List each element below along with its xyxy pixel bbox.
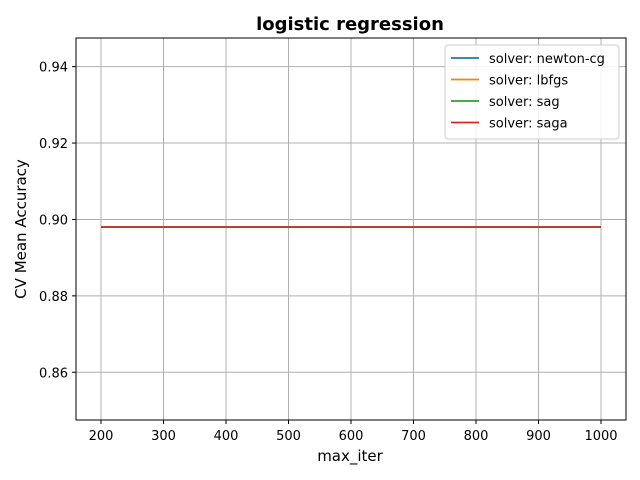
x-tick-label: 900 (526, 429, 551, 444)
y-tick-label: 0.88 (39, 290, 68, 305)
x-axis-label: max_iter (317, 447, 383, 466)
y-tick-label: 0.90 (39, 213, 68, 228)
y-tick-label: 0.86 (39, 366, 68, 381)
legend-label: solver: lbfgs (489, 74, 568, 89)
x-tick-label: 300 (151, 429, 176, 444)
x-tick-label: 700 (401, 429, 426, 444)
x-tick-label: 1000 (584, 429, 617, 444)
chart-title: logistic regression (256, 14, 444, 35)
x-tick-label: 600 (339, 429, 364, 444)
y-axis-label: CV Mean Accuracy (12, 159, 30, 299)
y-axis: 0.86 0.88 0.90 0.92 0.94 (39, 61, 76, 381)
x-tick-label: 500 (276, 429, 301, 444)
x-axis: 200 300 400 500 600 700 800 900 1000 (89, 420, 618, 444)
x-tick-label: 200 (89, 429, 114, 444)
legend-label: solver: sag (489, 95, 560, 110)
x-tick-label: 400 (214, 429, 239, 444)
legend-box (444, 44, 620, 140)
x-tick-label: 800 (464, 429, 489, 444)
legend-label: solver: newton-cg (489, 52, 605, 67)
legend: solver: newton-cg solver: lbfgs solver: sa… (444, 44, 620, 140)
y-tick-label: 0.94 (39, 61, 68, 76)
y-tick-label: 0.92 (39, 137, 68, 152)
legend-label: solver: saga (489, 117, 568, 132)
